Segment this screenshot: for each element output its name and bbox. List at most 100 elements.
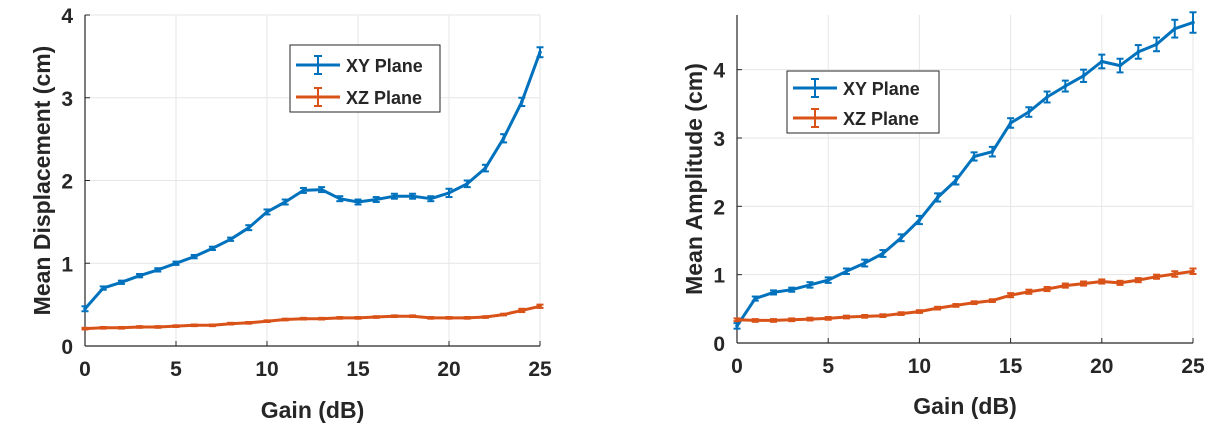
data-point: [1154, 274, 1159, 279]
data-point: [1136, 50, 1141, 54]
data-point: [392, 314, 397, 319]
data-point: [156, 325, 160, 329]
data-point: [283, 200, 288, 204]
data-point: [954, 178, 958, 183]
x-tick-label: 15: [346, 358, 370, 381]
series-xz-plane: [733, 267, 1197, 323]
series-line: [83, 51, 542, 310]
data-point: [319, 316, 324, 321]
data-point: [429, 196, 433, 201]
series-xy-plane: [733, 11, 1197, 330]
data-point: [753, 318, 758, 323]
y-tick-label: 4: [713, 60, 725, 83]
data-point: [1081, 281, 1086, 286]
chart-2: 0 5 10 15 20 25 0 1 2 3 4 Gain (dB) Mean Amplitude (…: [681, 11, 1205, 419]
y-axis-label: Mean Displacement (cm): [29, 46, 55, 316]
data-point: [1100, 279, 1104, 284]
data-point: [1008, 293, 1013, 297]
data-point: [735, 324, 739, 328]
data-point: [1063, 283, 1068, 288]
x-tick-label: 20: [1090, 355, 1113, 378]
data-point: [1172, 26, 1177, 31]
data-point: [1081, 74, 1086, 78]
data-point: [1045, 95, 1049, 99]
data-point: [265, 319, 269, 323]
data-point: [247, 225, 251, 230]
data-point: [899, 311, 903, 316]
data-point: [101, 286, 105, 290]
data-point: [483, 166, 488, 170]
data-point: [771, 318, 776, 323]
chart-1: 0 5 10 15 20 25 0 1 2 3 4 Gain (dB) Mean Displacemen…: [29, 5, 552, 423]
data-point: [844, 315, 849, 319]
data-point: [735, 317, 739, 322]
data-point: [483, 315, 488, 319]
data-point: [338, 316, 342, 320]
x-tick-label: 15: [999, 355, 1023, 378]
data-point: [501, 312, 506, 317]
data-point: [319, 187, 324, 192]
data-point: [972, 300, 976, 305]
y-axis-label: Mean Amplitude (cm): [681, 63, 707, 295]
data-point: [156, 268, 160, 272]
y-tick-label: 3: [61, 88, 73, 111]
y-tick-label: 0: [61, 336, 73, 359]
data-point: [301, 316, 306, 321]
data-point: [1191, 269, 1195, 274]
data-point: [844, 269, 849, 274]
data-point: [283, 317, 288, 322]
data-point: [862, 314, 867, 319]
data-point: [1100, 59, 1104, 64]
data-point: [228, 321, 233, 326]
data-point: [374, 315, 379, 319]
data-point: [192, 254, 196, 259]
data-point: [808, 283, 812, 287]
legend-box: [786, 70, 940, 134]
data-point: [538, 304, 542, 309]
data-point: [228, 237, 233, 242]
data-point: [935, 306, 940, 310]
data-point: [210, 246, 215, 251]
y-tick-label: 4: [61, 5, 73, 28]
data-point: [862, 261, 867, 265]
data-point: [374, 197, 379, 202]
x-tick-label: 20: [437, 358, 460, 381]
data-point: [899, 235, 903, 240]
data-point: [192, 323, 196, 328]
data-point: [771, 290, 776, 295]
data-point: [826, 316, 830, 321]
data-point: [210, 323, 215, 328]
data-point: [917, 218, 922, 222]
legend-label: XY Plane: [346, 56, 423, 76]
data-point: [265, 210, 269, 214]
series-xy-plane: [81, 46, 544, 313]
y-tick-label: 2: [61, 171, 73, 194]
legend: XY Plane XZ Plane: [289, 44, 441, 113]
data-point: [789, 287, 794, 292]
data-point: [1136, 278, 1141, 282]
data-point: [447, 316, 451, 320]
data-point: [789, 317, 794, 322]
data-point: [501, 136, 506, 141]
data-point: [356, 200, 360, 204]
data-point: [83, 306, 87, 311]
data-point: [520, 100, 524, 104]
data-point: [1027, 110, 1031, 114]
data-point: [174, 261, 178, 266]
data-point: [137, 273, 142, 278]
x-axis-label: Gain (dB): [261, 397, 365, 423]
data-point: [1191, 20, 1195, 25]
y-tick-label: 3: [713, 128, 725, 151]
data-point: [1154, 42, 1159, 47]
x-tick-label: 25: [1181, 355, 1205, 378]
legend-label: XZ Plane: [346, 88, 422, 108]
series-line: [736, 269, 1194, 322]
x-tick-label: 5: [170, 358, 182, 381]
x-tick-label: 5: [822, 355, 834, 378]
data-point: [538, 50, 542, 55]
series-line: [735, 21, 1194, 327]
data-point: [990, 298, 995, 303]
data-point: [972, 154, 976, 159]
data-point: [1172, 272, 1177, 276]
data-point: [83, 326, 87, 331]
